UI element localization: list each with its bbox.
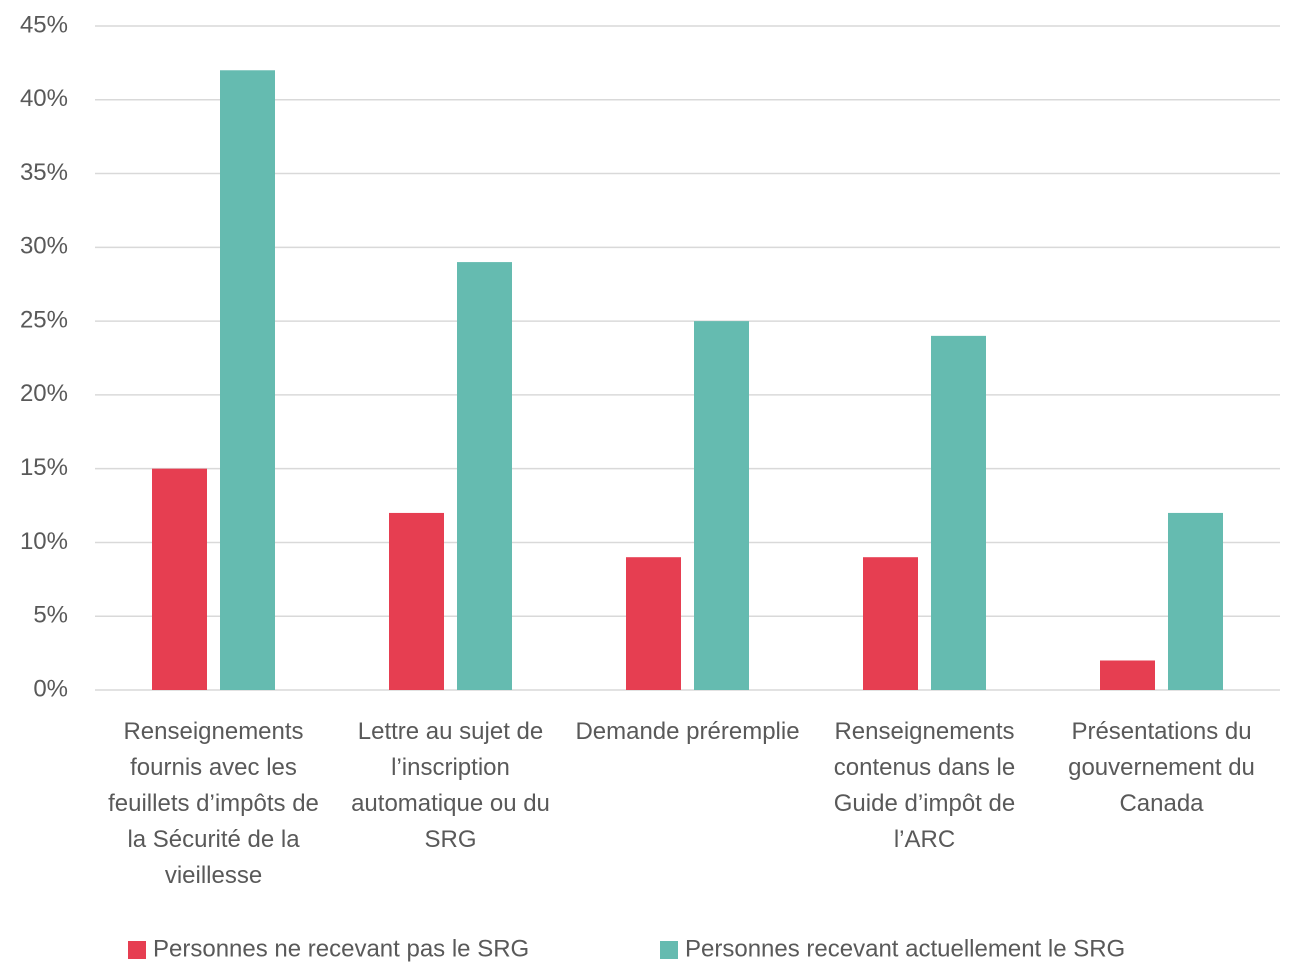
y-tick-label: 35% [20,159,68,186]
y-tick-label: 45% [20,11,68,38]
bar [694,321,749,690]
bar [626,557,681,690]
bar [220,70,275,691]
x-tick-label: Renseignements contenus dans le Guide d’im… [834,718,1015,853]
y-tick-label: 10% [20,528,68,555]
bar [1100,660,1155,690]
x-tick-label: Renseignements fournis avec les feuillets … [108,718,319,889]
x-tick-label: Lettre au sujet de l’inscription automatiq… [351,718,550,853]
legend-label: Personnes ne recevant pas le SRG [153,935,529,962]
y-tick-label: 15% [20,454,68,481]
bar [389,512,444,690]
y-tick-label: 25% [20,306,68,333]
y-tick-label: 40% [20,85,68,112]
y-tick-label: 5% [33,602,68,629]
x-tick-label: Demande préremplie [575,718,799,745]
bar [152,468,207,690]
y-tick-label: 0% [33,675,68,702]
y-tick-label: 30% [20,233,68,260]
bar [1168,512,1223,690]
bar [931,335,986,690]
legend-label: Personnes recevant actuellement le SRG [685,935,1125,962]
bar [457,262,512,690]
y-tick-label: 20% [20,380,68,407]
bar [863,557,918,690]
legend-swatch [128,941,146,959]
x-tick-label: Présentations du gouvernement du Canada [1068,718,1255,817]
legend-swatch [660,941,678,959]
